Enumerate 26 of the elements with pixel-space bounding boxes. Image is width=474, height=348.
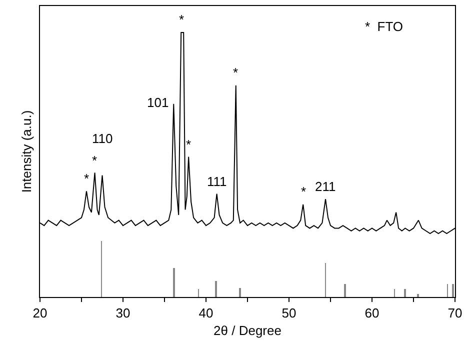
bar [344, 284, 346, 297]
annotation: * [233, 65, 238, 80]
bar [417, 294, 419, 297]
x-tick-label: 60 [364, 306, 380, 321]
annotation: * FTO [365, 19, 404, 34]
x-tick-label: 40 [198, 306, 214, 321]
annotation: * [186, 137, 192, 152]
y-axis-title: Intensity (a.u.) [18, 110, 34, 193]
bar [239, 288, 241, 297]
bar [173, 268, 175, 297]
annotation: * [84, 171, 90, 186]
x-tick-label: 50 [282, 306, 296, 321]
annotation: * [179, 12, 184, 27]
x-tick-label: 20 [32, 306, 48, 321]
x-tick-label: 30 [116, 306, 130, 321]
x-axis-title: 2θ / Degree [214, 323, 282, 338]
annotation: 111 [207, 174, 227, 189]
bar [404, 289, 406, 297]
annotation: * [301, 184, 306, 199]
annotation: 211 [315, 179, 336, 194]
bar [452, 284, 454, 297]
annotation: 110 [92, 131, 113, 146]
annotation: 101 [147, 95, 169, 110]
bar [215, 281, 217, 297]
x-tick-label: 70 [448, 306, 462, 321]
annotation: * [92, 153, 98, 168]
